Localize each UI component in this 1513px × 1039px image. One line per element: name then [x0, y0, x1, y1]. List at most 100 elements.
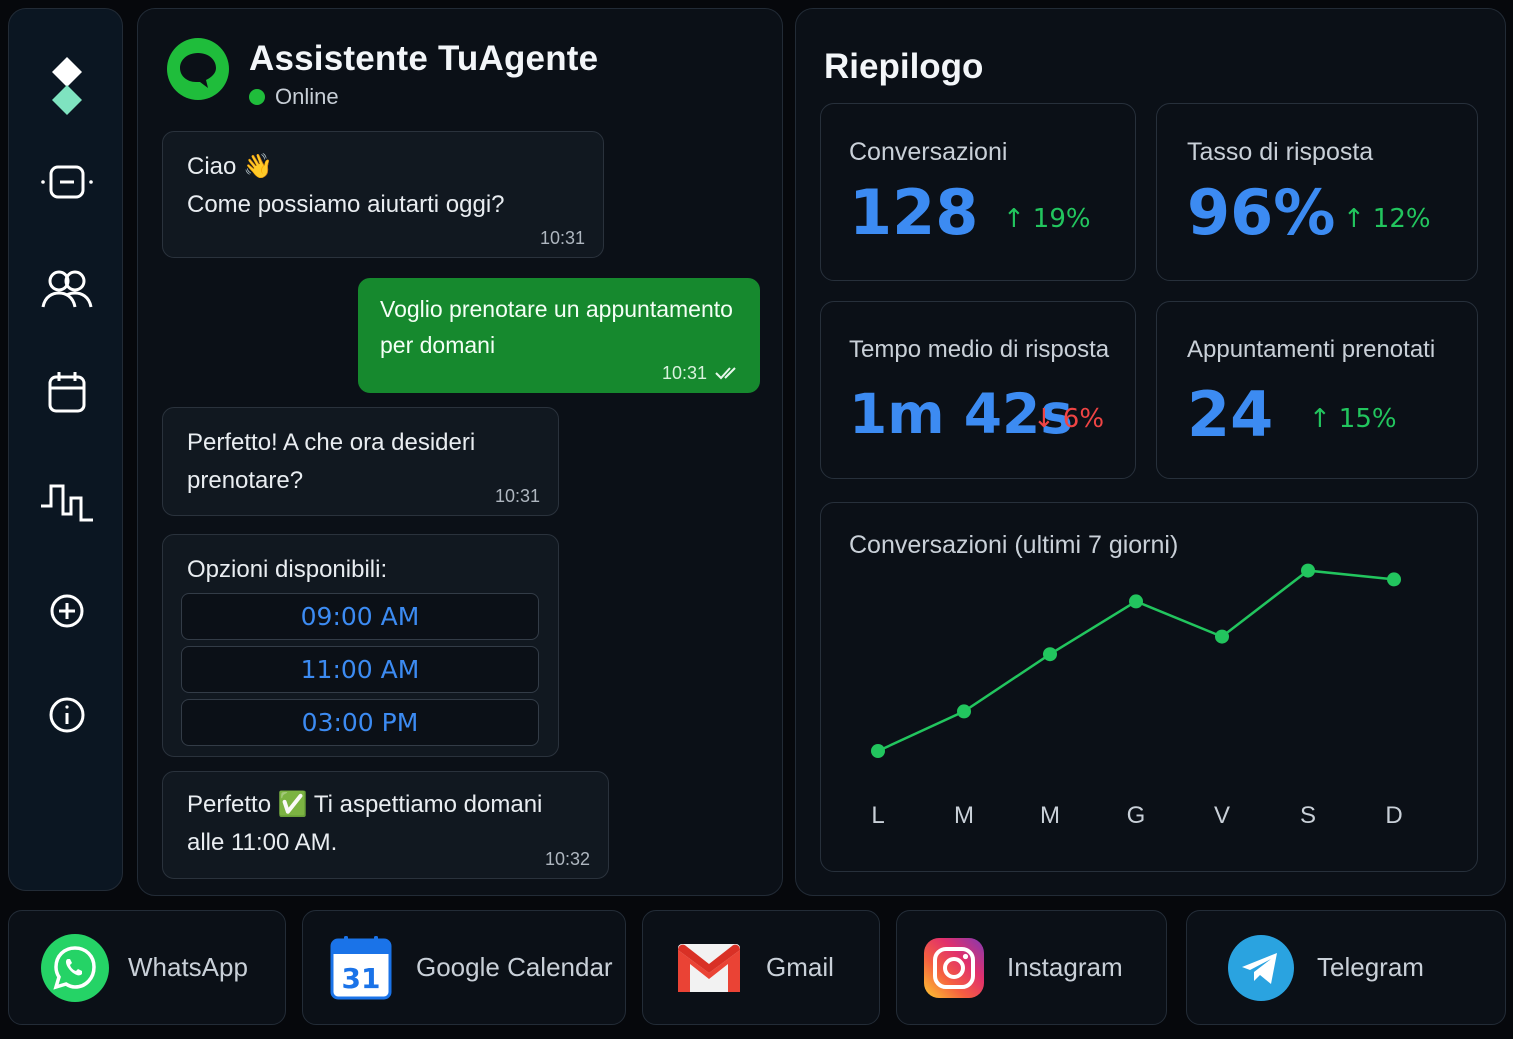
arrow-up-icon: ↑	[1309, 404, 1331, 434]
message-line: Perfetto! A che ora desideri	[187, 429, 476, 456]
option-time-button[interactable]: 11:00 AM	[181, 646, 539, 693]
integration-label: Google Calendar	[416, 952, 613, 982]
whatsapp-icon	[41, 933, 109, 1002]
chat-title: Assistente TuAgente	[249, 39, 599, 78]
arrow-up-icon: ↑	[1343, 204, 1365, 234]
stat-value: 24	[1187, 378, 1274, 451]
calendar-day: 31	[342, 962, 381, 995]
x-tick-label: M	[1040, 802, 1060, 829]
x-tick-label: D	[1385, 802, 1402, 829]
stat-label: Tempo medio di risposta	[849, 336, 1110, 363]
message-text: Voglio prenotare un appuntamento per dom…	[380, 291, 733, 363]
integration-label: Gmail	[766, 952, 834, 982]
integration-label: Telegram	[1317, 952, 1424, 982]
instagram-icon	[924, 937, 984, 998]
integration-whatsapp[interactable]: WhatsApp	[8, 910, 286, 1025]
calendar-icon[interactable]	[9, 362, 124, 422]
options-card: Opzioni disponibili: 09:00 AM 11:00 AM 0…	[162, 534, 559, 757]
online-status: Online	[249, 84, 339, 110]
message-incoming: Perfetto ✅ Ti aspettiamo domani alle 11:…	[162, 771, 609, 879]
stat-delta-value: 15%	[1338, 404, 1397, 434]
message-time: 10:32	[544, 849, 590, 869]
stat-label: Conversazioni	[849, 138, 1008, 166]
option-time-button[interactable]: 09:00 AM	[181, 593, 539, 640]
stat-card-avg-response-time: Tempo medio di risposta 1m 42s ↓ 6%	[820, 301, 1136, 479]
summary-panel: Riepilogo Conversazioni 128 ↑ 19% Tasso …	[795, 8, 1506, 896]
stat-delta-value: 12%	[1372, 204, 1431, 234]
stat-delta: ↑ 19%	[1003, 204, 1091, 234]
activity-icon[interactable]	[9, 472, 124, 532]
x-tick-label: G	[1127, 802, 1146, 829]
message-text: Ciao 👋 Come possiamo aiutarti oggi?	[187, 148, 505, 224]
chart-title: Conversazioni (ultimi 7 giorni)	[849, 531, 1179, 559]
x-tick-label: M	[954, 802, 974, 829]
message-text: Perfetto! A che ora desideri prenotare?	[187, 424, 475, 500]
message-line: Perfetto ✅ Ti aspettiamo domani	[187, 791, 543, 818]
stat-delta: ↓ 6%	[1033, 404, 1104, 434]
data-point[interactable]	[957, 704, 971, 719]
message-line: Ciao 👋	[187, 153, 273, 180]
double-check-icon	[715, 367, 736, 380]
message-line: Come possiamo aiutarti oggi?	[187, 191, 505, 218]
message-time: 10:31	[661, 363, 707, 383]
summary-title: Riepilogo	[824, 47, 984, 86]
x-tick-label: L	[871, 802, 884, 829]
stat-delta-value: 6%	[1062, 404, 1105, 434]
gmail-icon	[678, 943, 740, 992]
x-tick-label: V	[1214, 802, 1230, 829]
chat-icon[interactable]	[9, 152, 124, 212]
chat-panel: Assistente TuAgente Online Ciao 👋 Come p…	[137, 8, 783, 896]
message-time: 10:31	[539, 228, 585, 248]
logo-icon[interactable]	[9, 47, 124, 127]
data-point[interactable]	[1301, 563, 1315, 578]
arrow-down-icon: ↓	[1033, 404, 1055, 434]
message-line: per domani	[380, 332, 496, 358]
google-calendar-icon: 31	[330, 935, 392, 999]
message-time: 10:31	[494, 486, 540, 506]
message-meta: 10:31	[662, 362, 741, 384]
online-status-label: Online	[275, 84, 339, 109]
integration-gmail[interactable]: Gmail	[642, 910, 880, 1025]
message-line: Voglio prenotare un appuntamento	[380, 296, 733, 322]
data-point[interactable]	[1387, 572, 1401, 587]
integration-instagram[interactable]: Instagram	[896, 910, 1167, 1025]
stat-delta: ↑ 15%	[1309, 404, 1397, 434]
arrow-up-icon: ↑	[1003, 204, 1025, 234]
data-point[interactable]	[871, 744, 885, 758]
message-text: Perfetto ✅ Ti aspettiamo domani alle 11:…	[187, 786, 542, 862]
stat-delta-value: 19%	[1032, 204, 1091, 234]
stat-label: Appuntamenti prenotati	[1187, 336, 1436, 363]
info-icon[interactable]	[9, 685, 124, 745]
integration-google-calendar[interactable]: 31 Google Calendar	[302, 910, 626, 1025]
stat-card-response-rate: Tasso di risposta 96% ↑ 12%	[1156, 103, 1478, 281]
stat-value: 96%	[1187, 176, 1336, 249]
integration-label: WhatsApp	[128, 952, 248, 982]
data-point[interactable]	[1043, 647, 1057, 662]
data-point[interactable]	[1129, 594, 1143, 609]
data-point[interactable]	[1215, 629, 1229, 644]
stat-value: 128	[849, 176, 979, 249]
message-outgoing: Voglio prenotare un appuntamento per dom…	[358, 278, 760, 393]
stat-value: 1m 42s	[849, 382, 1074, 446]
option-time-button[interactable]: 03:00 PM	[181, 699, 539, 746]
message-incoming: Ciao 👋 Come possiamo aiutarti oggi? 10:3…	[162, 131, 604, 258]
stat-delta: ↑ 12%	[1343, 204, 1431, 234]
assistant-avatar-icon	[166, 37, 230, 106]
message-incoming: Perfetto! A che ora desideri prenotare? …	[162, 407, 559, 516]
integration-label: Instagram	[1007, 952, 1123, 982]
options-label: Opzioni disponibili:	[187, 556, 388, 583]
users-icon[interactable]	[9, 259, 124, 319]
stat-card-conversations: Conversazioni 128 ↑ 19%	[820, 103, 1136, 281]
integration-telegram[interactable]: Telegram	[1186, 910, 1506, 1025]
stat-card-appointments: Appuntamenti prenotati 24 ↑ 15%	[1156, 301, 1478, 479]
sidebar	[8, 8, 123, 891]
x-tick-label: S	[1300, 802, 1316, 829]
message-line: alle 11:00 AM.	[187, 829, 338, 856]
telegram-icon	[1228, 934, 1294, 1001]
online-dot	[249, 89, 265, 105]
message-line: prenotare?	[187, 467, 304, 494]
stat-label: Tasso di risposta	[1187, 138, 1374, 166]
add-icon[interactable]	[9, 581, 124, 641]
chart-card: Conversazioni (ultimi 7 giorni) L M M G V S D	[820, 502, 1478, 872]
